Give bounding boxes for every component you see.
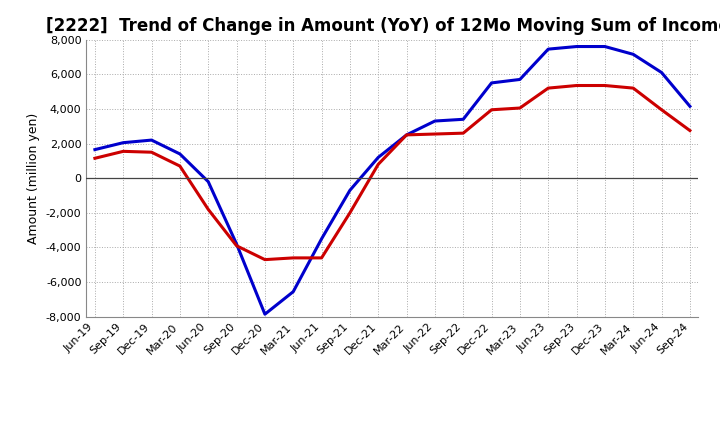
Net Income — [487, 107, 496, 112]
Net Income — [204, 207, 212, 212]
Legend: Ordinary Income, Net Income: Ordinary Income, Net Income — [230, 437, 555, 440]
Ordinary Income — [204, 179, 212, 184]
Line: Net Income: Net Income — [95, 85, 690, 260]
Ordinary Income — [119, 140, 127, 145]
Net Income — [91, 156, 99, 161]
Ordinary Income — [176, 151, 184, 157]
Line: Ordinary Income: Ordinary Income — [95, 47, 690, 314]
Ordinary Income — [261, 312, 269, 317]
Net Income — [119, 149, 127, 154]
Ordinary Income — [91, 147, 99, 152]
Y-axis label: Amount (million yen): Amount (million yen) — [27, 113, 40, 244]
Ordinary Income — [346, 188, 354, 193]
Ordinary Income — [600, 44, 609, 49]
Ordinary Income — [233, 242, 241, 247]
Net Income — [176, 163, 184, 169]
Net Income — [346, 210, 354, 216]
Ordinary Income — [629, 51, 637, 57]
Ordinary Income — [318, 236, 326, 242]
Ordinary Income — [148, 137, 156, 143]
Net Income — [600, 83, 609, 88]
Net Income — [685, 128, 694, 133]
Ordinary Income — [544, 47, 552, 52]
Net Income — [572, 83, 581, 88]
Net Income — [431, 132, 439, 137]
Net Income — [629, 85, 637, 91]
Ordinary Income — [657, 70, 666, 75]
Ordinary Income — [685, 104, 694, 109]
Net Income — [402, 132, 411, 138]
Net Income — [374, 161, 382, 167]
Net Income — [261, 257, 269, 262]
Ordinary Income — [431, 118, 439, 124]
Net Income — [289, 255, 297, 260]
Title: [2222]  Trend of Change in Amount (YoY) of 12Mo Moving Sum of Incomes: [2222] Trend of Change in Amount (YoY) o… — [45, 17, 720, 35]
Net Income — [233, 243, 241, 249]
Ordinary Income — [487, 80, 496, 85]
Ordinary Income — [289, 289, 297, 294]
Net Income — [516, 106, 524, 111]
Net Income — [544, 85, 552, 91]
Ordinary Income — [516, 77, 524, 82]
Ordinary Income — [572, 44, 581, 49]
Ordinary Income — [459, 117, 467, 122]
Net Income — [148, 150, 156, 155]
Ordinary Income — [374, 155, 382, 160]
Net Income — [318, 255, 326, 260]
Net Income — [657, 107, 666, 112]
Ordinary Income — [402, 132, 411, 138]
Net Income — [459, 131, 467, 136]
